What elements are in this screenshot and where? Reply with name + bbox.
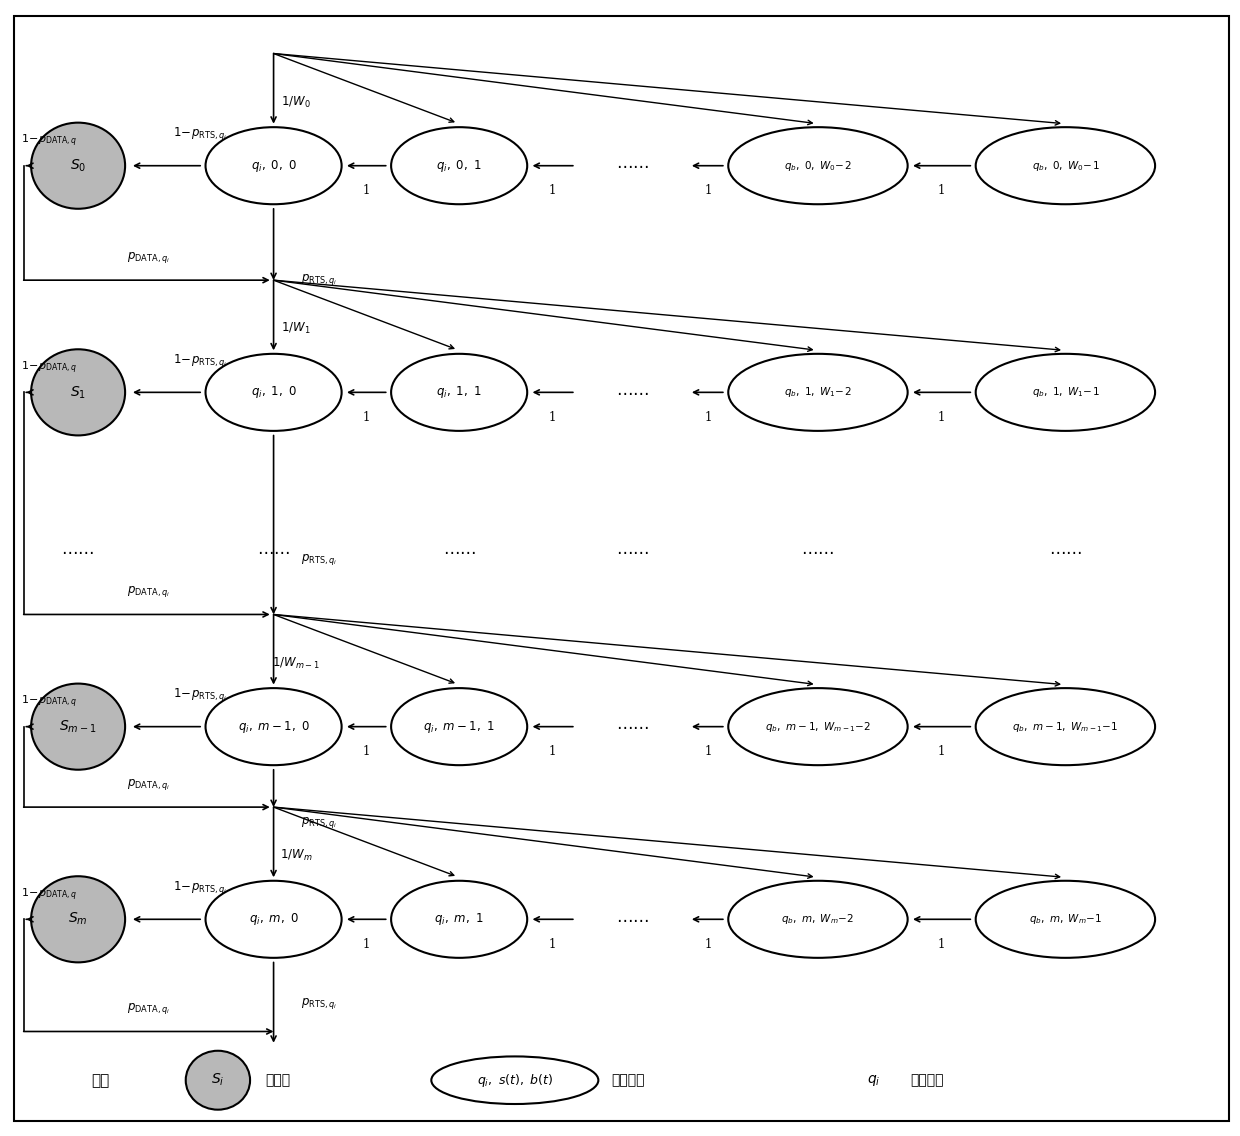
Text: $q_i,\ s(t),\ b(t)$: $q_i,\ s(t),\ b(t)$ xyxy=(476,1071,553,1088)
Text: 退避状态: 退避状态 xyxy=(611,1074,645,1087)
Text: $1\!-\!p_{\rm DATA,\mathit{q}}$: $1\!-\!p_{\rm DATA,\mathit{q}}$ xyxy=(21,359,77,376)
Text: 1: 1 xyxy=(548,745,556,758)
Text: $1\!-\!p_{\rm RTS,\mathit{q_i}}$: $1\!-\!p_{\rm RTS,\mathit{q_i}}$ xyxy=(174,352,228,369)
Text: 1: 1 xyxy=(937,184,945,198)
Circle shape xyxy=(31,876,125,962)
Text: $\cdots\cdots$: $\cdots\cdots$ xyxy=(62,543,94,560)
Text: $q_i,\ m-1,\ 0$: $q_i,\ m-1,\ 0$ xyxy=(238,719,310,735)
Text: $1\!-\!p_{\rm RTS,\mathit{q_i}}$: $1\!-\!p_{\rm RTS,\mathit{q_i}}$ xyxy=(174,686,228,703)
Ellipse shape xyxy=(206,880,342,958)
Text: $q_i,\ m,\ 1$: $q_i,\ m,\ 1$ xyxy=(434,911,484,927)
Circle shape xyxy=(31,349,125,435)
Text: $q_b,\ m-1,\ W_{m-1}\!-\!2$: $q_b,\ m-1,\ W_{m-1}\!-\!2$ xyxy=(765,719,872,734)
Text: 1: 1 xyxy=(548,411,556,424)
Text: 1: 1 xyxy=(362,937,370,951)
Text: $1\!-\!p_{\rm RTS,\mathit{q_i}}$: $1\!-\!p_{\rm RTS,\mathit{q_i}}$ xyxy=(174,125,228,142)
Text: $p_{\rm DATA,\mathit{q_i}}$: $p_{\rm DATA,\mathit{q_i}}$ xyxy=(126,777,170,792)
Text: $S_{m}$: $S_{m}$ xyxy=(68,911,88,927)
Ellipse shape xyxy=(976,688,1156,766)
Text: $S_{1}$: $S_{1}$ xyxy=(71,384,86,401)
Text: 1: 1 xyxy=(362,745,370,758)
Text: $q_i,\ 0,\ 1$: $q_i,\ 0,\ 1$ xyxy=(436,158,482,174)
Text: $q_b,\ 1,\ W_1\!-\!1$: $q_b,\ 1,\ W_1\!-\!1$ xyxy=(1032,385,1099,400)
Text: $q_b,\ 0,\ W_0\!-\!1$: $q_b,\ 0,\ W_0\!-\!1$ xyxy=(1032,159,1099,173)
Text: 1: 1 xyxy=(937,745,945,758)
Text: $q_i,\ m,\ 0$: $q_i,\ m,\ 0$ xyxy=(249,911,299,927)
Text: $p_{\rm RTS,\mathit{q_i}}$: $p_{\rm RTS,\mathit{q_i}}$ xyxy=(301,272,337,286)
Ellipse shape xyxy=(432,1056,599,1104)
Text: $S_{0}$: $S_{0}$ xyxy=(69,158,87,174)
Text: $\cdots\cdots$: $\cdots\cdots$ xyxy=(616,911,649,928)
Ellipse shape xyxy=(391,688,527,766)
Text: 注：: 注： xyxy=(92,1072,109,1087)
Text: 功率等级: 功率等级 xyxy=(910,1074,944,1087)
Text: $S_{m-1}$: $S_{m-1}$ xyxy=(60,718,97,735)
Text: 1: 1 xyxy=(704,184,712,198)
Text: $1\!-\!p_{\rm RTS,\mathit{q_i}}$: $1\!-\!p_{\rm RTS,\mathit{q_i}}$ xyxy=(174,879,228,896)
Text: $\cdots\cdots$: $\cdots\cdots$ xyxy=(1049,543,1083,560)
Ellipse shape xyxy=(728,127,908,204)
Ellipse shape xyxy=(206,127,342,204)
Text: $p_{\rm DATA,\mathit{q_i}}$: $p_{\rm DATA,\mathit{q_i}}$ xyxy=(126,1001,170,1017)
Text: 1: 1 xyxy=(704,937,712,951)
Ellipse shape xyxy=(206,688,342,766)
Text: 1: 1 xyxy=(704,411,712,424)
Text: $\cdots\cdots$: $\cdots\cdots$ xyxy=(443,543,476,560)
Ellipse shape xyxy=(391,880,527,958)
Text: $1/W_{m-1}$: $1/W_{m-1}$ xyxy=(272,655,320,670)
Text: $1\!-\!p_{\rm DATA,\mathit{q}}$: $1\!-\!p_{\rm DATA,\mathit{q}}$ xyxy=(21,693,77,710)
Text: $1/W_0$: $1/W_0$ xyxy=(281,94,311,110)
Ellipse shape xyxy=(976,353,1156,431)
Text: 1: 1 xyxy=(937,411,945,424)
Text: 1: 1 xyxy=(362,184,370,198)
Ellipse shape xyxy=(206,353,342,431)
Text: 1: 1 xyxy=(704,745,712,758)
Text: $p_{\rm RTS,\mathit{q_i}}$: $p_{\rm RTS,\mathit{q_i}}$ xyxy=(301,816,337,830)
Text: $q_i$: $q_i$ xyxy=(867,1072,880,1087)
Text: $q_i,\ 1,\ 1$: $q_i,\ 1,\ 1$ xyxy=(436,384,482,400)
Text: $p_{\rm RTS,\mathit{q_i}}$: $p_{\rm RTS,\mathit{q_i}}$ xyxy=(301,995,337,1011)
Text: $q_b,\ 1,\ W_1\!-\!2$: $q_b,\ 1,\ W_1\!-\!2$ xyxy=(784,385,852,400)
Text: $\cdots\cdots$: $\cdots\cdots$ xyxy=(616,384,649,401)
Circle shape xyxy=(31,684,125,770)
Text: 伪状态: 伪状态 xyxy=(265,1074,290,1087)
Text: $q_b,\ m,\ W_m\!-\!1$: $q_b,\ m,\ W_m\!-\!1$ xyxy=(1029,912,1102,926)
Ellipse shape xyxy=(728,353,908,431)
Text: 1: 1 xyxy=(937,937,945,951)
Text: $\cdots\cdots$: $\cdots\cdots$ xyxy=(616,718,649,735)
Circle shape xyxy=(186,1051,250,1110)
Text: $p_{\rm RTS,\mathit{q_i}}$: $p_{\rm RTS,\mathit{q_i}}$ xyxy=(301,552,337,567)
Text: $q_b,\ 0,\ W_0\!-\!2$: $q_b,\ 0,\ W_0\!-\!2$ xyxy=(784,159,852,173)
Text: 1: 1 xyxy=(548,937,556,951)
Circle shape xyxy=(31,123,125,209)
Text: $p_{\rm DATA,\mathit{q_i}}$: $p_{\rm DATA,\mathit{q_i}}$ xyxy=(126,584,170,600)
Ellipse shape xyxy=(976,127,1156,204)
Text: $\cdots\cdots$: $\cdots\cdots$ xyxy=(257,543,290,560)
Text: $p_{\rm DATA,\mathit{q_i}}$: $p_{\rm DATA,\mathit{q_i}}$ xyxy=(126,250,170,265)
Text: 1: 1 xyxy=(362,411,370,424)
Text: $1/W_m$: $1/W_m$ xyxy=(279,849,312,863)
Text: $q_b,\ m,\ W_m\!-\!2$: $q_b,\ m,\ W_m\!-\!2$ xyxy=(781,912,854,926)
Ellipse shape xyxy=(728,688,908,766)
Text: $\cdots\cdots$: $\cdots\cdots$ xyxy=(801,543,835,560)
Ellipse shape xyxy=(976,880,1156,958)
Text: $\cdots\cdots$: $\cdots\cdots$ xyxy=(616,543,649,560)
Ellipse shape xyxy=(391,127,527,204)
Text: 1: 1 xyxy=(548,184,556,198)
Text: $q_b,\ m-1,\ W_{m-1}\!-\!1$: $q_b,\ m-1,\ W_{m-1}\!-\!1$ xyxy=(1012,719,1118,734)
Text: $q_i,\ 0,\ 0$: $q_i,\ 0,\ 0$ xyxy=(250,158,296,174)
Text: $q_i,\ m-1,\ 1$: $q_i,\ m-1,\ 1$ xyxy=(423,719,495,735)
Text: $1\!-\!p_{\rm DATA,\mathit{q}}$: $1\!-\!p_{\rm DATA,\mathit{q}}$ xyxy=(21,133,77,149)
Text: $\cdots\cdots$: $\cdots\cdots$ xyxy=(616,157,649,174)
Text: $S_i$: $S_i$ xyxy=(211,1072,224,1088)
Text: $1/W_1$: $1/W_1$ xyxy=(281,321,310,336)
Ellipse shape xyxy=(728,880,908,958)
Text: $1\!-\!p_{\rm DATA,\mathit{q}}$: $1\!-\!p_{\rm DATA,\mathit{q}}$ xyxy=(21,886,77,903)
Text: $q_i,\ 1,\ 0$: $q_i,\ 1,\ 0$ xyxy=(250,384,296,400)
Ellipse shape xyxy=(391,353,527,431)
